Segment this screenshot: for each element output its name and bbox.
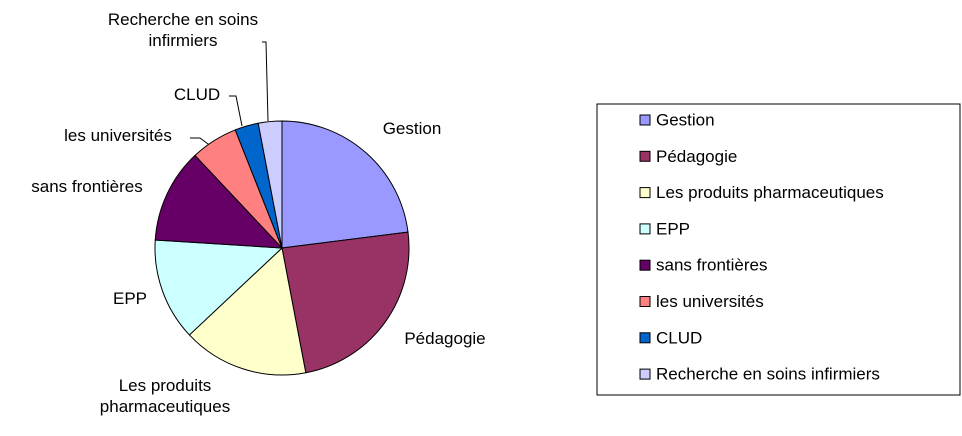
leader-line bbox=[262, 41, 269, 122]
slice-label: Gestion bbox=[382, 119, 442, 138]
leader-line bbox=[229, 95, 243, 127]
pie-slice bbox=[257, 120, 283, 249]
legend-label: EPP bbox=[656, 219, 690, 238]
legend-label: Recherche en soins infirmiers bbox=[656, 365, 880, 384]
slice-label-box: sans frontières bbox=[31, 177, 143, 196]
legend-label: sans frontières bbox=[656, 256, 768, 275]
pie-slice bbox=[154, 239, 284, 336]
legend-swatch bbox=[639, 296, 651, 307]
legend-label: CLUD bbox=[656, 328, 702, 347]
pie-slice bbox=[154, 154, 284, 249]
legend-label: Pédagogie bbox=[656, 147, 737, 166]
pie-slice bbox=[281, 120, 409, 249]
slice-label: les universités bbox=[64, 126, 172, 145]
leader-lines bbox=[190, 41, 269, 148]
slice-label-box: les universités bbox=[64, 126, 172, 145]
pie-slice bbox=[188, 247, 307, 376]
slice-label: Recherche en soins infirmiers bbox=[107, 10, 259, 50]
leader-line bbox=[190, 137, 213, 148]
pie-slice bbox=[281, 231, 410, 374]
slice-label-box: Pédagogie bbox=[404, 329, 486, 348]
slice-label: Pédagogie bbox=[404, 329, 486, 348]
slice-label-box: Gestion bbox=[382, 119, 442, 138]
legend-swatch bbox=[639, 187, 651, 199]
slice-label: sans frontières bbox=[31, 177, 143, 196]
legend-swatch bbox=[639, 368, 651, 380]
legend-box bbox=[596, 103, 961, 396]
legend-label: Gestion bbox=[656, 110, 715, 129]
slice-label: EPP bbox=[112, 289, 148, 308]
legend-swatch bbox=[639, 259, 651, 271]
slice-label-box: EPP bbox=[112, 289, 148, 308]
slice-label-box: CLUD bbox=[173, 85, 221, 104]
slice-label-box: Les produits pharmaceutiques bbox=[99, 376, 231, 416]
legend-label: Les produits pharmaceutiques bbox=[656, 183, 884, 202]
legend-label: les universités bbox=[656, 292, 764, 311]
legend-swatch bbox=[639, 114, 651, 126]
legend-swatch bbox=[639, 223, 651, 235]
legend-swatch bbox=[639, 332, 651, 344]
slice-label: Les produits pharmaceutiques bbox=[99, 376, 231, 416]
legend-swatch bbox=[639, 150, 651, 162]
slice-label: CLUD bbox=[173, 85, 221, 104]
slice-label-box: Recherche en soins infirmiers bbox=[107, 10, 259, 50]
